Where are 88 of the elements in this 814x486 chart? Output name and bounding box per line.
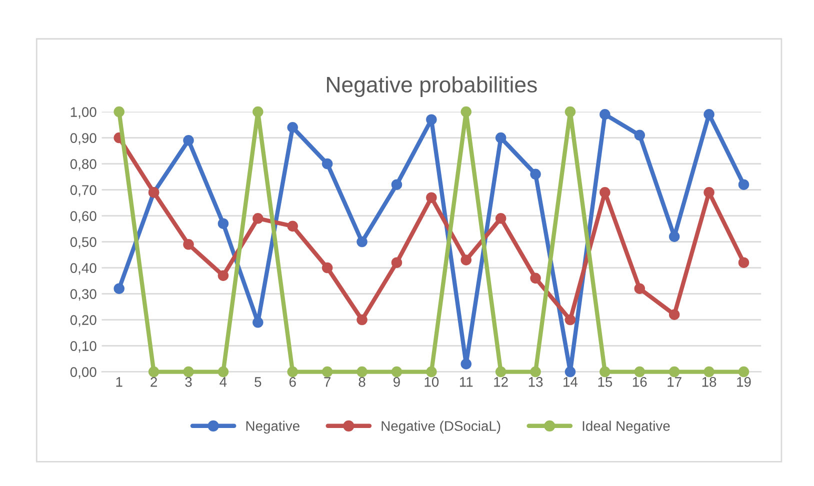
point [391, 179, 402, 190]
point [218, 366, 229, 378]
point [738, 179, 750, 190]
point [426, 366, 437, 378]
point [183, 239, 194, 250]
point [530, 366, 541, 378]
point [287, 366, 298, 378]
point [564, 106, 576, 118]
point [738, 366, 750, 378]
x-tick-label: 6 [289, 377, 296, 387]
x-tick-label: 16 [632, 377, 647, 387]
point [704, 187, 714, 198]
point [183, 366, 194, 378]
y-tick-label: 0,20 [70, 315, 96, 327]
x-tick-label: 19 [737, 377, 751, 387]
x-tick-label: 17 [668, 377, 682, 387]
point [148, 366, 160, 378]
point [252, 317, 264, 328]
x-tick-label: 13 [528, 377, 543, 387]
point [530, 272, 541, 284]
point [356, 366, 368, 378]
point [218, 270, 229, 281]
x-tick-label: 1 [116, 377, 122, 387]
point [252, 106, 264, 118]
point [564, 314, 576, 326]
y-tick-label: 0,60 [70, 211, 96, 223]
point [495, 132, 506, 144]
point [600, 109, 610, 120]
point [460, 106, 472, 118]
x-tick-label: 11 [460, 377, 473, 387]
point [530, 168, 541, 180]
point [391, 257, 402, 268]
point [704, 366, 714, 378]
point [391, 366, 402, 378]
x-tick-label: 18 [702, 377, 716, 387]
x-tick-label: 7 [324, 377, 330, 387]
x-tick-label: 9 [394, 377, 400, 387]
point [600, 366, 610, 378]
chart-title: Negative probabilities [327, 76, 537, 97]
point [322, 158, 333, 170]
point [668, 231, 680, 242]
point [252, 213, 264, 224]
point [460, 254, 472, 266]
y-tick-label: 1,00 [70, 107, 96, 119]
y-tick-label: 0,10 [70, 341, 96, 353]
y-tick-label: 0,70 [70, 185, 96, 197]
x-tick-label: 5 [254, 377, 262, 387]
point [668, 309, 680, 320]
point [634, 283, 646, 294]
point [426, 114, 437, 125]
y-tick-label: 0,30 [70, 289, 96, 301]
x-tick-label: 3 [185, 377, 192, 387]
point [287, 122, 298, 133]
point [287, 220, 298, 232]
point [704, 109, 714, 120]
y-tick-label: 0,40 [70, 263, 96, 275]
x-tick-label: 2 [150, 377, 157, 387]
y-tick-label: 0,50 [70, 237, 96, 249]
point [564, 366, 576, 378]
x-tick-label: 10 [424, 377, 439, 387]
y-tick-label: 0,00 [70, 367, 96, 379]
x-tick-label: 15 [598, 377, 612, 387]
point [183, 135, 194, 146]
legend-label: Ideal Negative [582, 420, 670, 434]
point [426, 192, 437, 203]
point [114, 283, 124, 294]
point [495, 366, 506, 378]
point [460, 358, 472, 370]
point [322, 366, 333, 378]
x-tick-label: 14 [564, 377, 578, 387]
point [600, 187, 610, 198]
point [634, 130, 646, 141]
point [356, 236, 368, 248]
point [114, 106, 124, 118]
legend-label: Negative (DSociaL) [382, 420, 500, 434]
point [218, 218, 229, 229]
point [738, 257, 750, 268]
point [356, 314, 368, 326]
x-tick-label: 8 [358, 377, 366, 387]
point [634, 366, 646, 378]
x-tick-label: 4 [220, 377, 227, 387]
x-tick-label: 12 [494, 377, 508, 387]
point [322, 262, 333, 274]
legend-label: Negative [246, 420, 300, 434]
point [668, 366, 680, 378]
y-tick-label: 0,90 [70, 133, 96, 145]
point [495, 213, 506, 224]
y-tick-label: 0,80 [70, 159, 96, 171]
